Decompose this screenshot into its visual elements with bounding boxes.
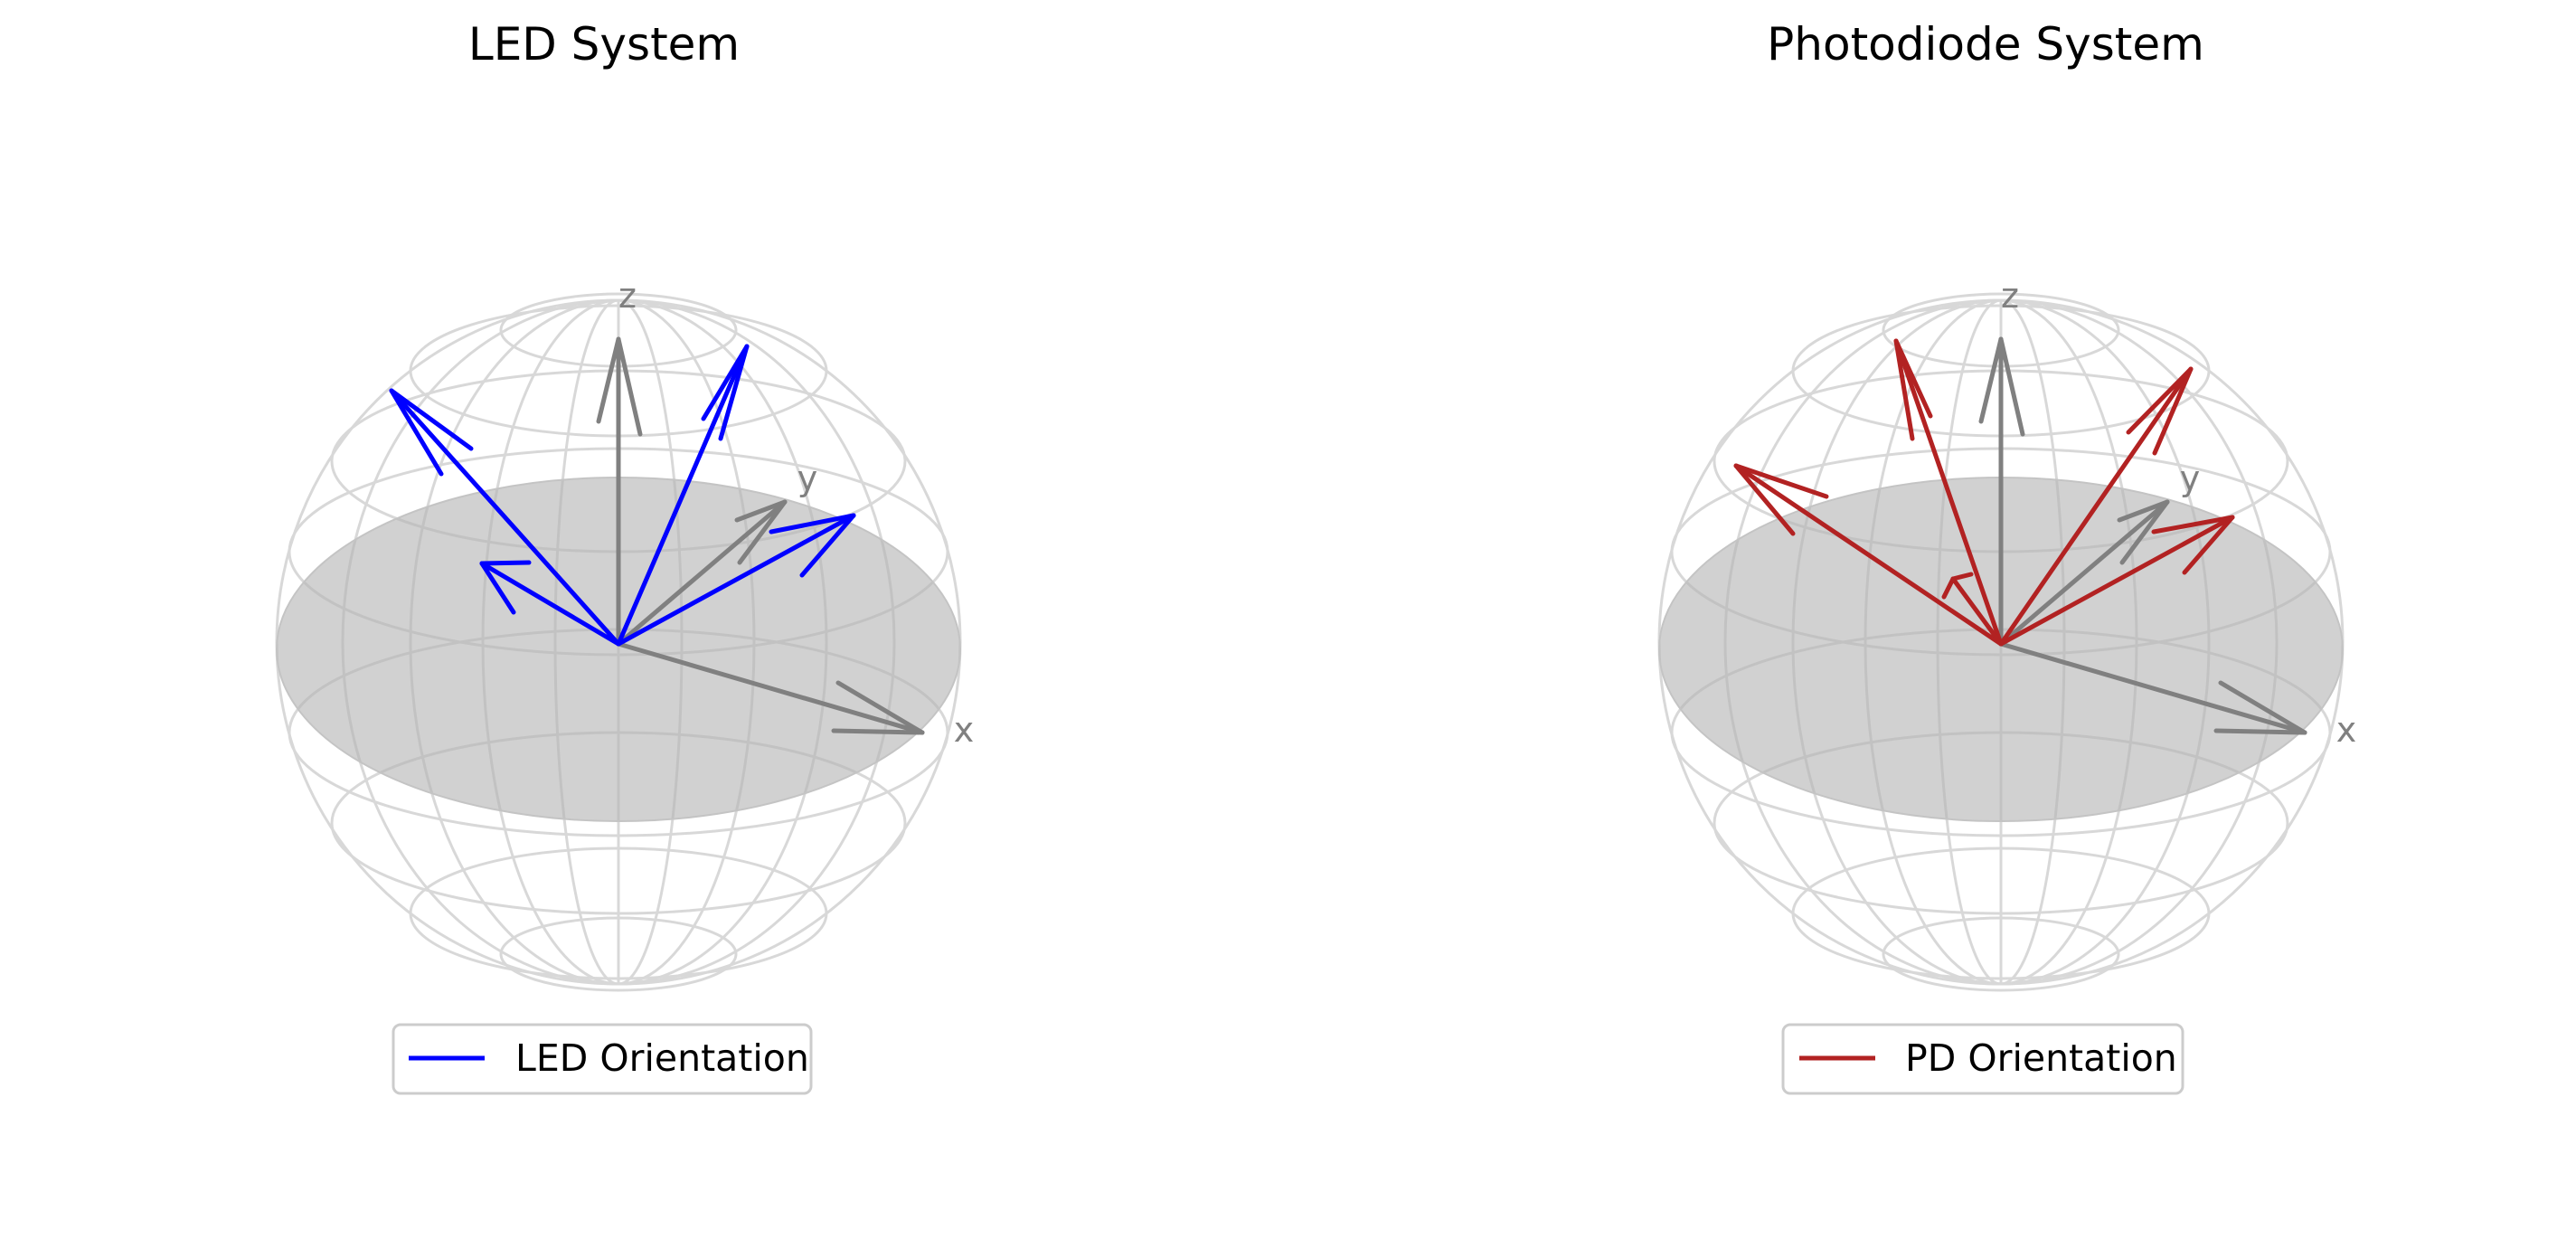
axis-label-z: z xyxy=(618,276,637,316)
sphere-wireframe-led xyxy=(275,292,962,992)
legend-label-led: LED Orientation xyxy=(515,1036,809,1080)
led-arrow xyxy=(616,513,856,647)
panel-led: LED System xyxy=(275,18,975,1095)
z-axis-arrow xyxy=(596,336,643,647)
pd-arrow xyxy=(1733,463,2004,647)
axis-label-x: x xyxy=(2336,710,2357,750)
axis-label-y: y xyxy=(2180,459,2201,498)
pd-arrow xyxy=(1998,515,2235,647)
coordinate-axes-pd xyxy=(1978,336,2307,735)
panel-title-pd: Photodiode System xyxy=(1767,18,2204,71)
legend-label-pd: PD Orientation xyxy=(1905,1036,2177,1080)
led-arrow xyxy=(479,560,621,647)
pd-arrow xyxy=(1941,572,2004,647)
axis-label-x: x xyxy=(954,710,975,750)
axis-label-z: z xyxy=(2001,276,2019,316)
axis-label-y: y xyxy=(797,459,818,498)
legend-led: LED Orientation xyxy=(392,1023,813,1095)
led-arrow xyxy=(616,344,750,647)
led-arrow xyxy=(389,388,621,647)
x-axis-arrow xyxy=(1998,641,2307,735)
y-axis-arrow xyxy=(616,499,788,647)
pd-arrow xyxy=(1893,338,2004,647)
led-orientation-arrows xyxy=(389,344,856,647)
legend-box xyxy=(392,1023,813,1095)
legend-box xyxy=(1781,1023,2184,1095)
x-axis-arrow xyxy=(616,641,925,735)
panel-pd: Photodiode System xyxy=(1657,18,2357,1095)
pd-orientation-arrows xyxy=(1733,338,2235,647)
coordinate-axes-led xyxy=(596,336,925,735)
y-axis-arrow xyxy=(1998,499,2170,647)
panel-title-led: LED System xyxy=(468,18,740,71)
z-axis-arrow xyxy=(1978,336,2025,647)
legend-pd: PD Orientation xyxy=(1781,1023,2184,1095)
pd-arrow xyxy=(1998,366,2194,647)
